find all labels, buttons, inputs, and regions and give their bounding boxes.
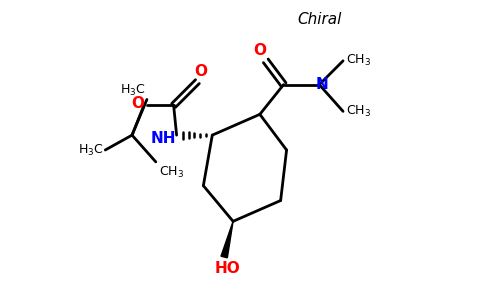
Text: H$_3$C: H$_3$C xyxy=(78,142,104,158)
Text: Chiral: Chiral xyxy=(297,12,342,27)
Polygon shape xyxy=(221,221,233,258)
Text: CH$_3$: CH$_3$ xyxy=(346,53,371,68)
Text: HO: HO xyxy=(214,262,240,277)
Text: O: O xyxy=(253,43,266,58)
Text: O: O xyxy=(131,96,144,111)
Text: N: N xyxy=(316,77,329,92)
Text: CH$_3$: CH$_3$ xyxy=(159,165,184,180)
Text: NH: NH xyxy=(151,130,177,146)
Text: H$_3$C: H$_3$C xyxy=(120,83,145,98)
Text: CH$_3$: CH$_3$ xyxy=(346,104,371,119)
Text: O: O xyxy=(194,64,207,79)
